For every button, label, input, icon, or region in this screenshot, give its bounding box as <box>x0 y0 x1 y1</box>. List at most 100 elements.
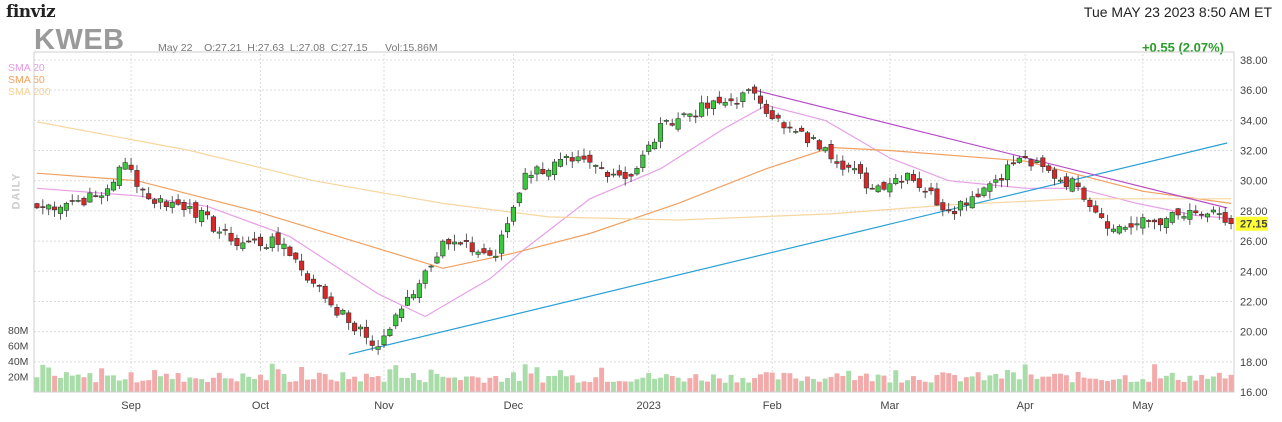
candlestick <box>410 290 416 301</box>
volume-bar <box>1199 374 1205 392</box>
volume-bar <box>105 375 110 392</box>
candlestick <box>746 87 752 94</box>
x-tick-label: Mar <box>880 400 899 412</box>
candle-body <box>34 203 40 209</box>
candlestick <box>469 236 475 256</box>
volume-bar <box>552 375 558 392</box>
candle-body <box>252 238 258 241</box>
candle-body <box>534 166 540 175</box>
candle-body <box>404 296 411 306</box>
candle-body <box>887 183 893 193</box>
candle-body <box>1087 199 1093 208</box>
candlestick <box>769 106 775 121</box>
volume-bar <box>522 364 528 392</box>
volume-bar <box>893 370 899 392</box>
y-tick-label: 36.00 <box>1240 85 1268 97</box>
candlestick <box>399 305 405 322</box>
candlestick <box>193 200 199 224</box>
candlestick <box>563 154 569 166</box>
candlestick <box>916 171 922 192</box>
candlestick <box>981 186 987 198</box>
volume-bar <box>275 369 281 392</box>
candlestick <box>1110 224 1116 234</box>
candle-body <box>1004 164 1011 181</box>
volume-bar <box>881 375 887 392</box>
candlestick <box>246 236 252 243</box>
volume-bar <box>963 377 969 392</box>
candlestick <box>1193 205 1199 216</box>
candle-body <box>40 206 46 208</box>
candle-body <box>863 172 869 189</box>
volume-bar <box>281 373 287 392</box>
candlestick <box>904 172 911 185</box>
candle-body <box>152 199 158 204</box>
candle-body <box>487 250 493 256</box>
volume-bar <box>840 375 846 392</box>
candle-body <box>681 113 687 116</box>
candlestick <box>346 310 352 330</box>
candle-body <box>581 155 587 160</box>
candle-body <box>299 260 305 271</box>
candlestick <box>93 190 99 198</box>
volume-bar <box>822 378 828 392</box>
volume-bar <box>669 376 675 392</box>
candlestick <box>404 289 411 307</box>
candlestick <box>163 199 169 211</box>
candle-body <box>881 182 887 190</box>
candle-body <box>1187 210 1193 220</box>
candlestick <box>1157 217 1164 232</box>
volume-bar <box>1087 378 1093 392</box>
candlestick <box>869 183 875 190</box>
candle-body <box>793 131 799 133</box>
candlestick <box>422 268 428 289</box>
volume-bar <box>375 376 381 392</box>
candlestick <box>340 308 346 316</box>
volume-bar <box>875 374 881 392</box>
candle-body <box>899 180 905 183</box>
candle-body <box>352 322 358 332</box>
candle-body <box>199 210 205 223</box>
volume-bar <box>363 373 369 392</box>
candlestick <box>181 199 187 217</box>
candle-body <box>557 158 564 167</box>
candle-body <box>893 178 899 185</box>
candlestick <box>1228 214 1234 230</box>
volume-bar <box>269 363 275 392</box>
volume-bar <box>569 375 575 392</box>
volume-bar <box>293 381 299 392</box>
candlestick <box>799 125 805 133</box>
candlestick <box>969 191 975 209</box>
candle-body <box>1081 187 1087 200</box>
candle-body <box>1228 217 1234 225</box>
volume-bar <box>575 382 581 392</box>
volume-bar <box>487 377 493 392</box>
candlestick <box>352 321 358 335</box>
candle-body <box>687 113 693 117</box>
candle-body <box>740 92 746 102</box>
trendline-resistance <box>754 89 1228 209</box>
candlestick <box>381 328 387 348</box>
candle-body <box>1063 176 1069 188</box>
candlestick <box>104 184 111 202</box>
volume-bar <box>452 377 458 392</box>
volume-bar <box>946 373 952 392</box>
volume-bar <box>158 376 163 392</box>
candle-body <box>628 174 634 177</box>
candle-body <box>975 193 981 198</box>
volume-bar <box>593 377 599 392</box>
candle-body <box>346 312 352 323</box>
volume-bar <box>693 374 699 392</box>
candlestick <box>1075 175 1081 192</box>
candle-body <box>840 160 846 170</box>
candlestick <box>1034 157 1040 164</box>
volume-bar <box>1110 379 1116 392</box>
volume-bar <box>205 382 210 392</box>
volume-bar <box>969 376 975 392</box>
candlestick <box>616 164 622 178</box>
candlestick <box>1134 216 1140 231</box>
candlestick <box>675 112 681 132</box>
candlestick <box>269 233 275 252</box>
candle-body <box>1157 218 1164 226</box>
volume-bar <box>640 377 646 392</box>
volume-bar <box>216 372 222 392</box>
